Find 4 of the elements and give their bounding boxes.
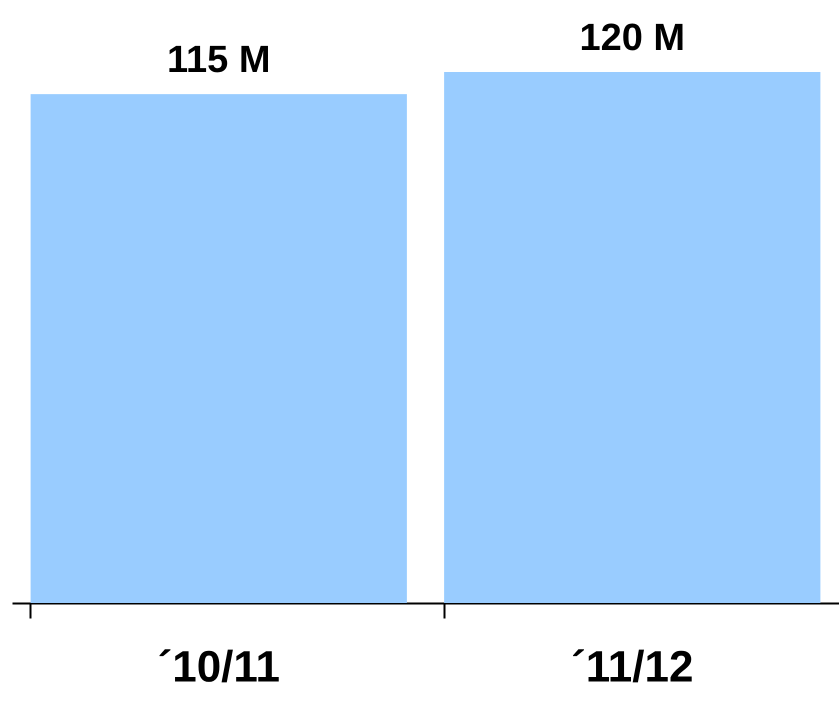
x-tick-label: ´10/11 xyxy=(158,642,280,692)
data-label: 115 M xyxy=(166,39,271,82)
x-tick-label: ´11/12 xyxy=(571,642,694,692)
data-label: 120 M xyxy=(579,17,686,59)
